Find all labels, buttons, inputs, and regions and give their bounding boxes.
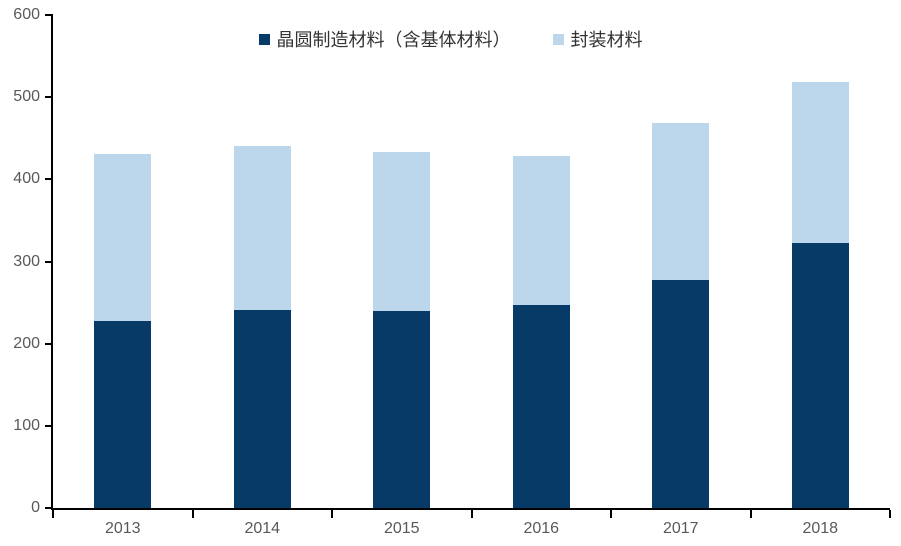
bar-stack-2016: [512, 155, 570, 508]
bar-segment-2015: [373, 310, 431, 508]
x-axis-label-2015: 2015: [383, 520, 420, 537]
bar-segment-2017: [652, 122, 710, 280]
bar-segment-2014: [233, 146, 291, 310]
bar-segment-2016: [512, 155, 570, 306]
plot-area: [53, 15, 890, 508]
x-axis-label-2013: 2013: [104, 520, 141, 537]
x-axis-tick: [610, 510, 612, 518]
x-axis-label-2014: 2014: [244, 520, 281, 537]
x-axis-label-2018: 2018: [802, 520, 839, 537]
y-axis-tick: [45, 260, 53, 263]
y-axis-tick-label: 200: [13, 334, 40, 352]
y-axis-tick: [45, 507, 53, 509]
legend-marker-packaging-materials-icon: [552, 33, 564, 45]
legend-item-wafer-materials: 晶圆制造材料（含基体材料）: [258, 26, 511, 52]
bar-segment-2017: [652, 279, 710, 508]
y-axis-tick: [45, 342, 53, 345]
legend: 晶圆制造材料（含基体材料） 封装材料: [0, 26, 901, 52]
y-axis-tick-label: 0: [31, 499, 40, 516]
bar-stack-2018: [791, 81, 849, 508]
x-axis-line: [51, 508, 890, 510]
x-axis-tick: [331, 510, 333, 518]
legend-label-packaging-materials: 封装材料: [570, 30, 643, 50]
x-axis-tick: [749, 510, 752, 518]
y-axis-tick-label: 500: [13, 88, 40, 106]
bar-segment-2018: [791, 243, 849, 508]
y-axis-tick: [45, 424, 53, 427]
bar-segment-2014: [233, 309, 291, 508]
x-axis-tick: [889, 510, 891, 518]
y-axis-tick: [45, 96, 53, 99]
y-axis-tick: [45, 14, 53, 16]
x-axis-tick: [470, 510, 473, 518]
y-axis-tick-label: 300: [13, 252, 40, 270]
bar-stack-2013: [94, 153, 152, 508]
bar-stack-2014: [233, 146, 291, 508]
legend-marker-wafer-materials-icon: [258, 33, 270, 45]
y-axis-tick: [45, 178, 53, 181]
bar-segment-2018: [791, 81, 849, 244]
bar-stack-2017: [652, 122, 710, 508]
bar-segment-2013: [94, 321, 152, 508]
x-axis-tick: [52, 510, 54, 518]
x-axis-label-2016: 2016: [523, 520, 560, 537]
x-axis-label-2017: 2017: [662, 520, 699, 537]
y-axis-tick-label: 400: [13, 170, 40, 188]
bar-segment-2016: [512, 305, 570, 508]
bar-segment-2013: [94, 153, 152, 322]
legend-item-packaging-materials: 封装材料: [552, 26, 643, 52]
y-axis-tick-label: 100: [13, 416, 40, 434]
bar-segment-2015: [373, 152, 431, 311]
x-axis-tick: [191, 510, 194, 518]
legend-label-wafer-materials: 晶圆制造材料（含基体材料）: [276, 30, 511, 50]
y-axis-tick-label: 600: [13, 6, 40, 23]
bar-stack-2015: [373, 152, 431, 508]
